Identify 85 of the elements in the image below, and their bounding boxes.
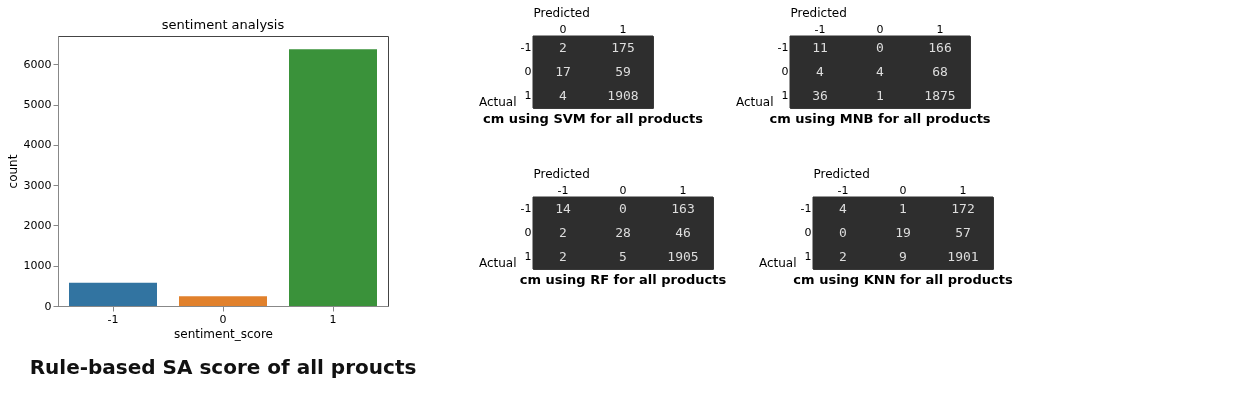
data-label: 59 — [615, 64, 631, 79]
data-label: 163 — [671, 201, 695, 216]
data-label: 0 — [619, 201, 627, 216]
y-tick-label: 1 — [781, 89, 789, 102]
x-tick-label: -1 — [837, 183, 849, 197]
x-tick-label: 1 — [619, 22, 627, 36]
bar — [179, 296, 267, 306]
x-tick-label: 0 — [876, 22, 884, 36]
x-tick-label: 1 — [679, 183, 687, 197]
y-axis-title: Actual — [478, 94, 517, 109]
data-label: 166 — [928, 40, 952, 55]
chart-title: sentiment analysis — [161, 17, 285, 32]
x-tick-label: 1 — [959, 183, 967, 197]
data-label: 172 — [951, 201, 975, 216]
bar — [69, 282, 157, 306]
x-tick-label: 1 — [329, 312, 337, 326]
data-label: 17 — [555, 64, 571, 79]
data-label: 11 — [812, 40, 828, 55]
data-label: 0 — [876, 40, 884, 55]
y-tick-label: 0 — [524, 65, 532, 78]
y-tick-label: 0 — [804, 226, 812, 239]
data-label: 1905 — [667, 249, 699, 264]
data-label: 4 — [839, 201, 848, 216]
x-tick-label: 1 — [936, 22, 944, 36]
x-axis-title: Predicted — [533, 5, 590, 20]
data-label: 4 — [876, 64, 885, 79]
y-tick-label: 2000 — [23, 218, 52, 232]
x-axis-title: sentiment_score — [174, 326, 273, 341]
data-label: 2 — [559, 225, 567, 240]
x-tick-label: -1 — [107, 312, 119, 326]
data-label: 4 — [816, 64, 825, 79]
data-label: 1 — [899, 201, 907, 216]
data-label: 1901 — [947, 249, 979, 264]
text: cm using RF for all products — [519, 271, 727, 287]
data-label: 28 — [615, 225, 631, 240]
x-tick-label: -1 — [557, 183, 569, 197]
x-tick-label: 0 — [619, 183, 627, 197]
y-tick-label: 1000 — [23, 259, 52, 273]
y-tick-label: -1 — [800, 202, 812, 215]
data-label: 175 — [611, 40, 635, 55]
x-axis-title: Predicted — [533, 166, 590, 181]
data-label: 2 — [839, 249, 847, 264]
data-label: 1908 — [607, 88, 639, 103]
data-label: 68 — [932, 64, 948, 79]
bar — [289, 49, 377, 306]
data-label: 57 — [955, 225, 971, 240]
y-tick-label: 3000 — [23, 178, 52, 192]
y-axis-title: count — [5, 154, 20, 189]
x-tick-label: 0 — [219, 312, 227, 326]
data-label: 14 — [555, 201, 571, 216]
y-tick-label: -1 — [777, 41, 789, 54]
y-tick-label: 1 — [524, 250, 532, 263]
data-label: 36 — [812, 88, 828, 103]
x-tick-label: -1 — [814, 22, 826, 36]
x-axis-title: Predicted — [813, 166, 870, 181]
y-tick-label: 1 — [524, 89, 532, 102]
data-label: 9 — [899, 249, 907, 264]
x-tick-label: 0 — [899, 183, 907, 197]
data-label: 19 — [895, 225, 911, 240]
data-label: 0 — [839, 225, 847, 240]
data-label: 2 — [559, 40, 567, 55]
data-label: 46 — [675, 225, 691, 240]
data-label: 1875 — [924, 88, 956, 103]
y-tick-label: 0 — [44, 299, 52, 313]
y-tick-label: 4000 — [23, 138, 52, 152]
text: cm using KNN for all products — [793, 271, 1013, 287]
x-tick-label: 0 — [559, 22, 567, 36]
y-tick-label: 5000 — [23, 98, 52, 112]
text: cm using MNB for all products — [769, 110, 991, 126]
text: cm using SVM for all products — [483, 110, 704, 126]
text: Rule-based SA score of all proucts — [29, 355, 417, 379]
y-tick-label: 1 — [804, 250, 812, 263]
y-tick-label: 0 — [781, 65, 789, 78]
y-axis-title: Actual — [735, 94, 774, 109]
y-axis-title: Actual — [478, 255, 517, 270]
x-axis-title: Predicted — [790, 5, 847, 20]
y-tick-label: 6000 — [23, 57, 52, 71]
y-tick-label: -1 — [520, 41, 532, 54]
y-axis-title: Actual — [758, 255, 797, 270]
y-tick-label: 0 — [524, 226, 532, 239]
data-label: 5 — [619, 249, 627, 264]
y-tick-label: -1 — [520, 202, 532, 215]
data-label: 1 — [876, 88, 884, 103]
data-label: 4 — [559, 88, 568, 103]
data-label: 2 — [559, 249, 567, 264]
